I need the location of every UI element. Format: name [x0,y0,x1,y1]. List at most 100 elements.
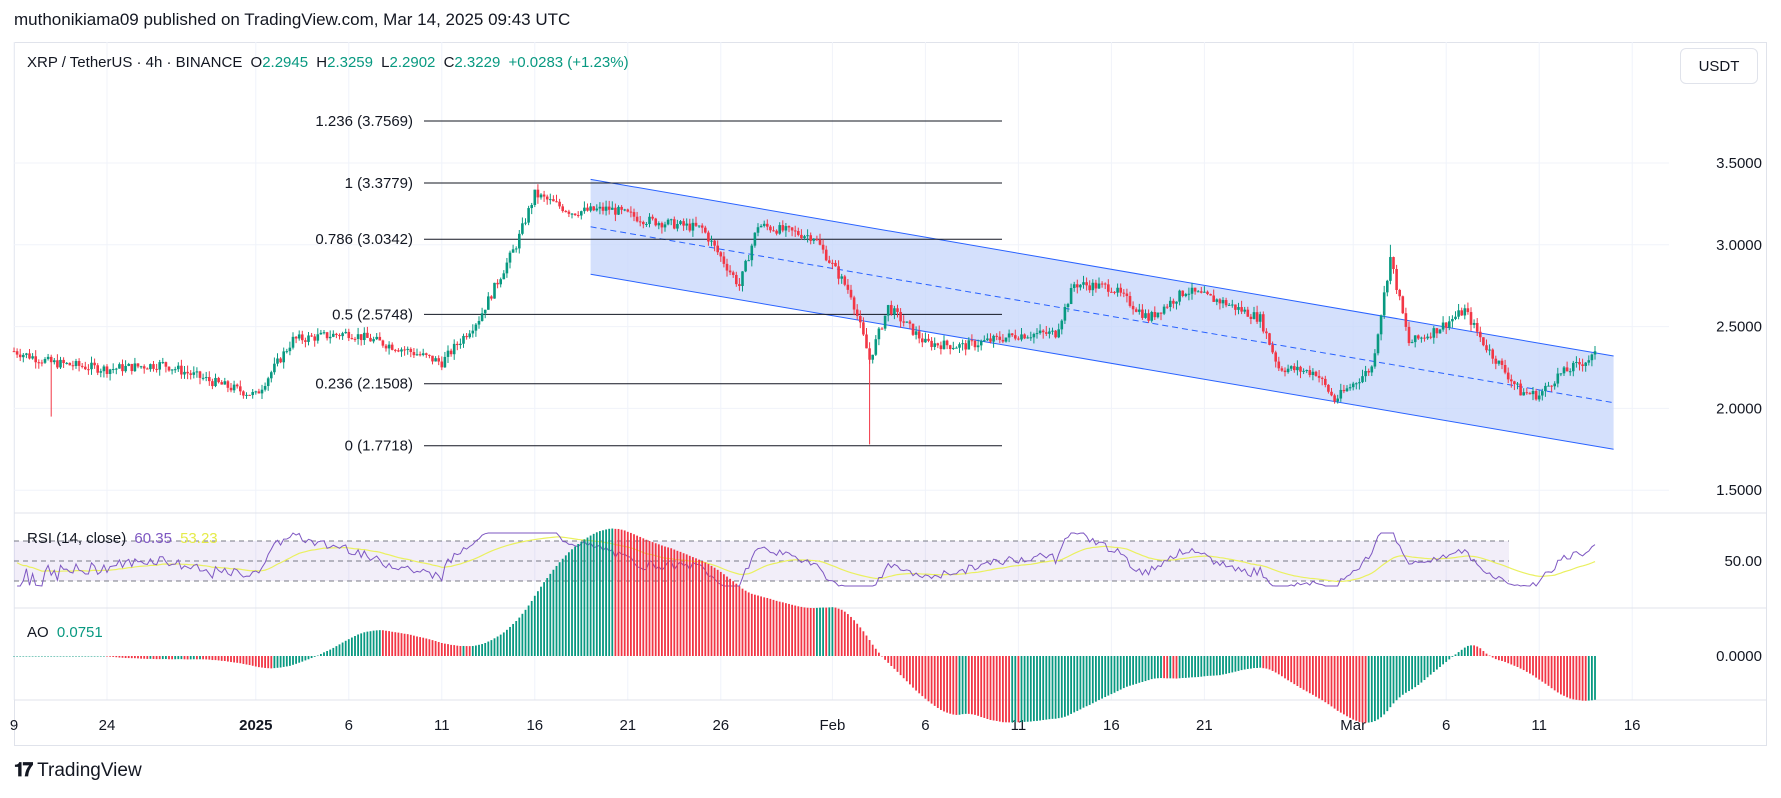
footer-brand[interactable]: 𝟏𝟕 TradingView [14,760,142,782]
candle-down [1212,295,1215,302]
ao-bar-down [763,597,766,656]
ao-bar-up [1436,656,1438,670]
ao-bar-down [431,640,434,656]
ao-bar-up [568,552,570,656]
ao-bar-up [289,656,291,666]
ao-bar-up [28,656,31,657]
ao-bar-down [695,558,697,656]
ao-bar-up [518,617,521,656]
candle-down [1333,395,1336,402]
candle-down [865,334,868,349]
ao-bar-down [909,656,911,685]
ao-bar-up [1122,656,1125,689]
ao-bar-down [394,632,397,656]
ao-bar-down [648,540,651,656]
ao-bar-up [41,656,43,657]
candle-up [511,249,515,253]
candle-down [394,349,397,351]
candle-up [1590,354,1594,361]
candle-down [1172,300,1175,304]
ao-bar-up [961,656,964,715]
ao-bar-up [44,656,46,657]
candle-down [995,335,998,337]
ao-bar-up [1135,656,1138,684]
ao-bar-down [400,633,403,656]
ao-bar-up [96,656,99,657]
candle-down [793,230,797,232]
candle-down [12,351,16,353]
ao-bar-up [1095,656,1097,702]
ao-bar-down [723,574,725,656]
ao-bar-down [1355,656,1358,721]
ao-bar-up [34,656,37,657]
ao-bar-down [1556,656,1559,693]
candle-up [933,343,936,347]
candle-up [1215,299,1219,302]
ao-bar-up [1240,656,1243,671]
ao-bar-down [878,652,880,656]
ao-bar-up [1457,652,1460,656]
ao-bar-up [1191,656,1193,678]
ao-legend[interactable]: AO 0.0751 [27,624,107,641]
ao-bar-up [822,607,824,656]
candle-down [40,362,44,364]
ao-bar-down [428,639,431,656]
candle-down [1435,328,1439,334]
rsi-legend[interactable]: RSI (14, close) 60.35 53.23 [27,530,222,547]
candle-up [1069,288,1073,305]
candle-down [673,219,676,229]
candle-down [1224,300,1228,306]
candle-down [189,373,192,375]
candle-up [1345,388,1349,392]
candle-up [967,340,971,350]
candle-down [440,361,444,368]
change-value: +0.0283 (+1.23%) [508,54,629,71]
fib-retracement: 1.236 (3.7569) 1 (3.3779) 0.786 (3.0342) 0.… [315,113,1002,455]
ao-bar-up [375,630,378,656]
candle-up [53,360,56,363]
candle-up [1057,329,1060,338]
ao-bar-up [1101,656,1103,699]
candle-down [28,353,31,359]
candle-up [952,347,955,350]
candle-down [56,360,59,368]
ao-bar-down [1302,656,1305,690]
candle-up [276,358,279,364]
ao-bar-down [130,656,133,659]
ao-bar-up [1234,656,1237,672]
ao-bar-down [775,600,778,656]
currency-unit-button[interactable]: USDT [1680,48,1758,84]
ao-bar-up [338,644,341,656]
ao-bar-up [1420,656,1423,683]
ao-bar-down [1544,656,1547,684]
candle-down [1500,360,1504,365]
candle-up [942,340,946,350]
ao-bar-up [1370,656,1373,723]
ao-bar-up [1246,656,1249,669]
candle-down [707,232,710,242]
candle-down [828,260,831,263]
candle-down [1206,291,1209,295]
candle-up [1516,383,1519,385]
candle-down [313,336,316,341]
ao-bar-up [68,656,71,657]
candle-down [279,358,282,363]
candle-down [465,335,468,338]
candle-down [567,211,571,214]
candle-down [769,226,772,231]
candle-down [688,223,692,231]
ao-bar-up [1178,656,1181,679]
candle-down [1550,385,1553,387]
symbol-title[interactable]: XRP / TetherUS · 4h · BINANCE [27,54,243,71]
ao-bar-up [103,656,105,657]
candle-down [1475,322,1479,332]
candle-down [868,348,871,360]
candle-up [139,366,143,368]
ao-bar-up [558,562,561,656]
candle-up [979,341,983,346]
candle-up [1584,362,1587,366]
ao-bar-down [155,656,158,660]
ao-bar-down [998,656,1001,722]
ao-bar-up [13,656,15,657]
ao-bar-down [1541,656,1544,682]
